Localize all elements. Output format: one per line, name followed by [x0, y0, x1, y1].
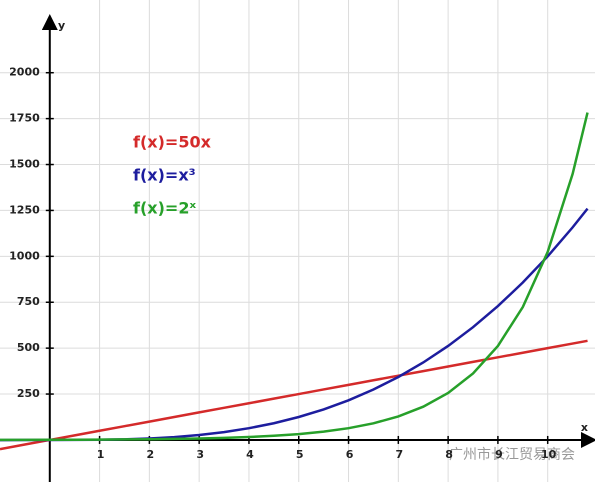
y-tick-label: 1750	[9, 112, 40, 125]
y-tick-label: 2000	[9, 66, 40, 79]
legend-entry: f(x)=2ˣ	[133, 199, 196, 218]
line-series	[0, 207, 589, 442]
x-tick-label: 3	[196, 448, 204, 461]
line-series	[0, 339, 588, 451]
x-tick-label: 9	[495, 448, 503, 461]
watermark: 广州市长江贸易商会	[449, 446, 575, 463]
x-tick-label: 6	[346, 448, 354, 461]
y-tick-label: 750	[17, 295, 40, 308]
legend-entry: f(x)=50x	[133, 133, 212, 152]
x-tick-label: 2	[147, 448, 155, 461]
x-tick-label: 8	[445, 448, 453, 461]
y-tick-label: 1500	[9, 158, 40, 171]
y-tick-label: 500	[17, 341, 40, 354]
x-tick-label: 1	[97, 448, 105, 461]
y-tick-label: 1250	[9, 203, 40, 216]
x-axis-label: x	[581, 421, 588, 434]
legend-entry: f(x)=x³	[133, 166, 196, 185]
x-tick-label: 7	[395, 448, 403, 461]
y-tick-label: 1000	[9, 249, 40, 262]
y-axis-label: y	[58, 19, 65, 32]
x-tick-label: 4	[246, 448, 254, 461]
y-tick-label: 250	[17, 387, 40, 400]
line-series	[0, 112, 589, 442]
x-tick-label: 5	[296, 448, 304, 461]
x-tick-label: 10	[541, 448, 557, 461]
